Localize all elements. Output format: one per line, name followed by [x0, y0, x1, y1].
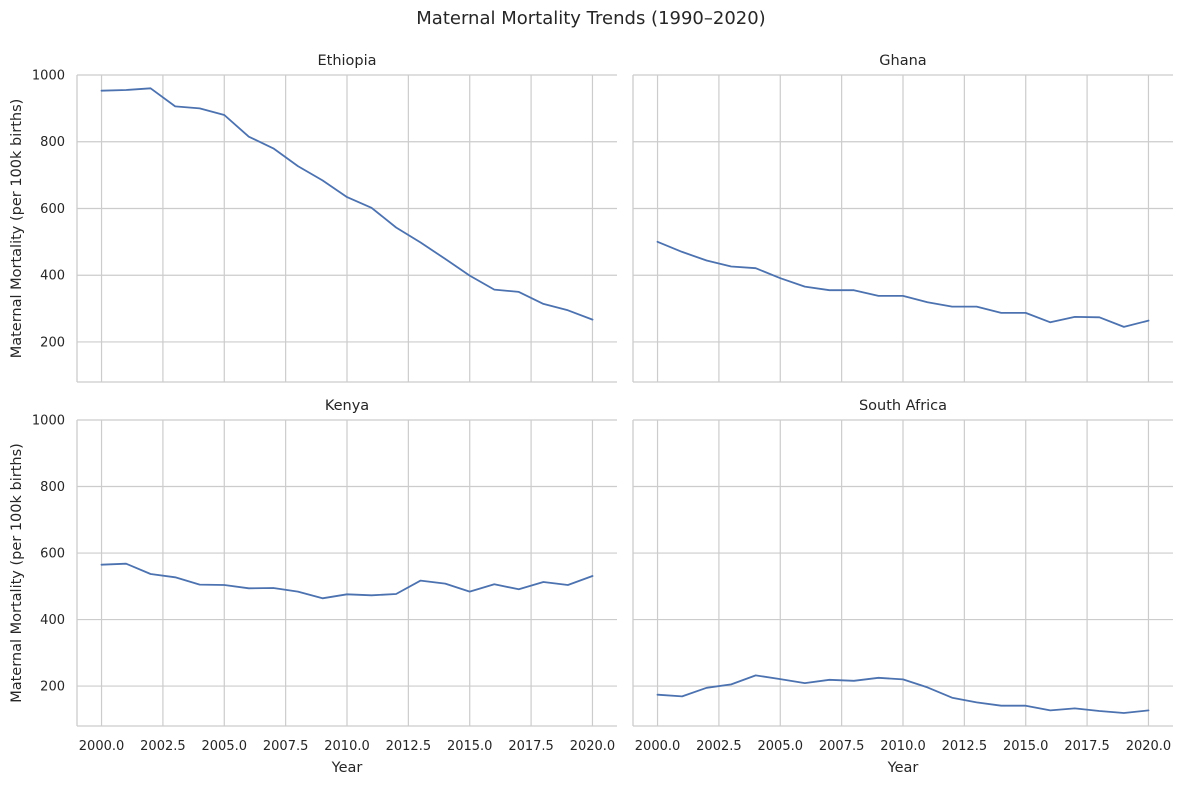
panel-title: Ethiopia [317, 53, 376, 69]
x-tick-label: 2000.0 [79, 739, 125, 754]
x-tick-label: 2020.0 [1126, 739, 1172, 754]
series-line-kenya [100, 562, 594, 600]
x-tick-label: 2017.5 [508, 739, 554, 754]
x-axis-label: Year [331, 760, 363, 776]
y-tick-label: 200 [40, 335, 65, 350]
panel-title: South Africa [859, 398, 947, 414]
x-tick-label: 2007.5 [819, 739, 865, 754]
x-tick-label: 2007.5 [263, 739, 309, 754]
x-tick-label: 2015.0 [1003, 739, 1049, 754]
x-tick-label: 2012.5 [942, 739, 988, 754]
x-tick-label: 2010.0 [880, 739, 926, 754]
x-tick-label: 2012.5 [386, 739, 432, 754]
x-tick-label: 2015.0 [447, 739, 493, 754]
panel-south-africa: South Africa 2000.0 2002.5 2005.0 2007.5 2010… [632, 398, 1173, 776]
y-axis-label: Maternal Mortality (per 100k births) [9, 99, 25, 359]
x-tick-label: 2020.0 [570, 739, 616, 754]
y-tick-label: 600 [40, 547, 65, 562]
panel-ethiopia: Ethiopia 200 400 600 800 1000 Maternal Mortali… [9, 53, 617, 383]
panel-kenya: Kenya 200 400 600 800 1000 Maternal Mortality … [9, 398, 617, 776]
x-tick-label: 2010.0 [324, 739, 370, 754]
y-tick-label: 800 [40, 135, 65, 150]
series-line-ghana [656, 240, 1150, 328]
y-tick-label: 400 [40, 613, 65, 628]
y-axis-label: Maternal Mortality (per 100k births) [9, 443, 25, 703]
panel-title: Ghana [879, 53, 926, 69]
x-tick-label: 2005.0 [758, 739, 804, 754]
chart-title: Maternal Mortality Trends (1990–2020) [416, 8, 765, 29]
x-tick-label: 2005.0 [202, 739, 248, 754]
y-tick-label: 200 [40, 680, 65, 695]
x-tick-label: 2017.5 [1064, 739, 1110, 754]
panel-title: Kenya [325, 398, 369, 414]
x-axis-label: Year [887, 760, 919, 776]
y-tick-label: 1000 [32, 69, 65, 84]
x-tick-label: 2002.5 [140, 739, 186, 754]
y-tick-label: 600 [40, 202, 65, 217]
x-tick-label: 2000.0 [635, 739, 681, 754]
y-tick-label: 800 [40, 480, 65, 495]
series-line-south-africa [656, 674, 1150, 714]
y-tick-label: 1000 [32, 414, 65, 429]
x-tick-label: 2002.5 [696, 739, 742, 754]
panel-ghana: Ghana [632, 53, 1173, 383]
series-line-ethiopia [100, 87, 594, 321]
y-tick-label: 400 [40, 269, 65, 284]
